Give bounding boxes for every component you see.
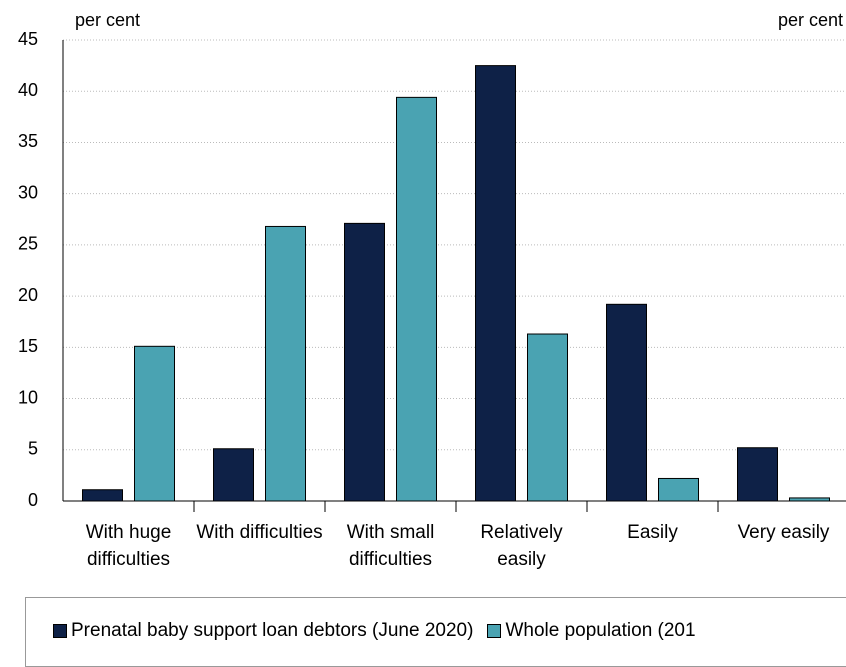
y-unit-left: per cent bbox=[75, 10, 140, 30]
bar bbox=[135, 346, 175, 501]
legend-label: Whole population (201 bbox=[505, 620, 695, 642]
legend-item: Whole population (201 bbox=[487, 620, 695, 642]
y-tick-label: 35 bbox=[18, 131, 38, 151]
y-unit-right: per cent bbox=[778, 10, 843, 30]
y-tick-label: 45 bbox=[18, 29, 38, 49]
bar bbox=[659, 478, 699, 501]
x-tick-label: With difficulties bbox=[196, 519, 324, 546]
bar bbox=[607, 304, 647, 501]
x-tick-label: Relatively easily bbox=[458, 519, 586, 573]
bar bbox=[214, 449, 254, 501]
bar bbox=[476, 66, 516, 501]
chart: per cent per cent 0 5 10 15 20 25 30 35 40 45 bbox=[0, 0, 846, 590]
y-tick-label: 20 bbox=[18, 285, 38, 305]
y-tick-label: 40 bbox=[18, 80, 38, 100]
legend-swatch bbox=[487, 624, 501, 638]
bar bbox=[528, 334, 568, 501]
bar bbox=[790, 498, 830, 501]
y-tick-label: 30 bbox=[18, 182, 38, 202]
bar bbox=[266, 226, 306, 501]
y-tick-label: 10 bbox=[18, 387, 38, 407]
y-tick-label: 25 bbox=[18, 234, 38, 254]
x-tick-label: With huge difficulties bbox=[65, 519, 193, 573]
y-tick-label: 15 bbox=[18, 336, 38, 356]
x-tick-label: Very easily bbox=[720, 519, 846, 546]
legend-swatch bbox=[53, 624, 67, 638]
bar bbox=[83, 490, 123, 501]
bar bbox=[738, 448, 778, 501]
y-tick-label: 0 bbox=[28, 490, 38, 510]
x-tick-label: With small difficulties bbox=[327, 519, 455, 573]
legend-label: Prenatal baby support loan debtors (June… bbox=[71, 620, 473, 642]
x-tick-label: Easily bbox=[589, 519, 717, 546]
bar bbox=[397, 97, 437, 501]
y-tick-label: 5 bbox=[28, 439, 38, 459]
legend-item: Prenatal baby support loan debtors (June… bbox=[53, 620, 473, 642]
bar bbox=[345, 223, 385, 501]
